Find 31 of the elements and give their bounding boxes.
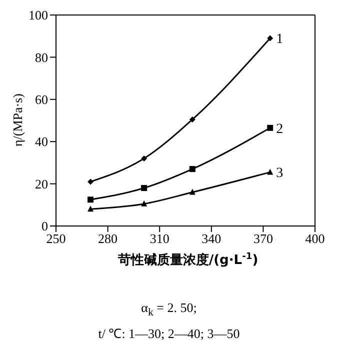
y-axis-title: η/(MPa·s) xyxy=(10,93,25,147)
y-tick-label: 60 xyxy=(35,92,48,108)
x-tick-label: 370 xyxy=(253,231,273,246)
x-tick-label: 400 xyxy=(305,231,325,246)
point xyxy=(141,155,148,162)
point xyxy=(88,206,94,212)
point xyxy=(141,185,148,192)
x-tick-label: 340 xyxy=(202,231,222,246)
point xyxy=(189,188,196,195)
y-tick-label: 40 xyxy=(35,134,48,150)
point xyxy=(267,168,274,175)
point xyxy=(189,116,196,122)
y-tick-label: 0 xyxy=(42,218,48,234)
point xyxy=(189,166,196,172)
x-tick-label: 250 xyxy=(46,231,66,246)
x-tick-label: 310 xyxy=(150,231,170,246)
y-tick-label: 20 xyxy=(35,176,48,192)
point xyxy=(88,196,94,203)
text: t/ ℃: 1—30; 2—40; 3—50 xyxy=(97,325,241,342)
point xyxy=(141,200,148,206)
x-tick-label: 280 xyxy=(98,231,118,246)
series-label: 1 xyxy=(276,32,284,48)
point xyxy=(267,124,274,131)
point xyxy=(267,35,274,42)
y-tick-label: 80 xyxy=(35,50,48,65)
x-axis-title: 苛性碱质量浓度/(g·L$^{-1}$) xyxy=(116,252,258,268)
text: α$_{k}$ = 2. 50; xyxy=(140,300,198,319)
point xyxy=(88,178,94,185)
series-label: 2 xyxy=(276,122,284,137)
y-tick-label: 100 xyxy=(28,8,48,23)
series-label: 3 xyxy=(276,166,284,182)
